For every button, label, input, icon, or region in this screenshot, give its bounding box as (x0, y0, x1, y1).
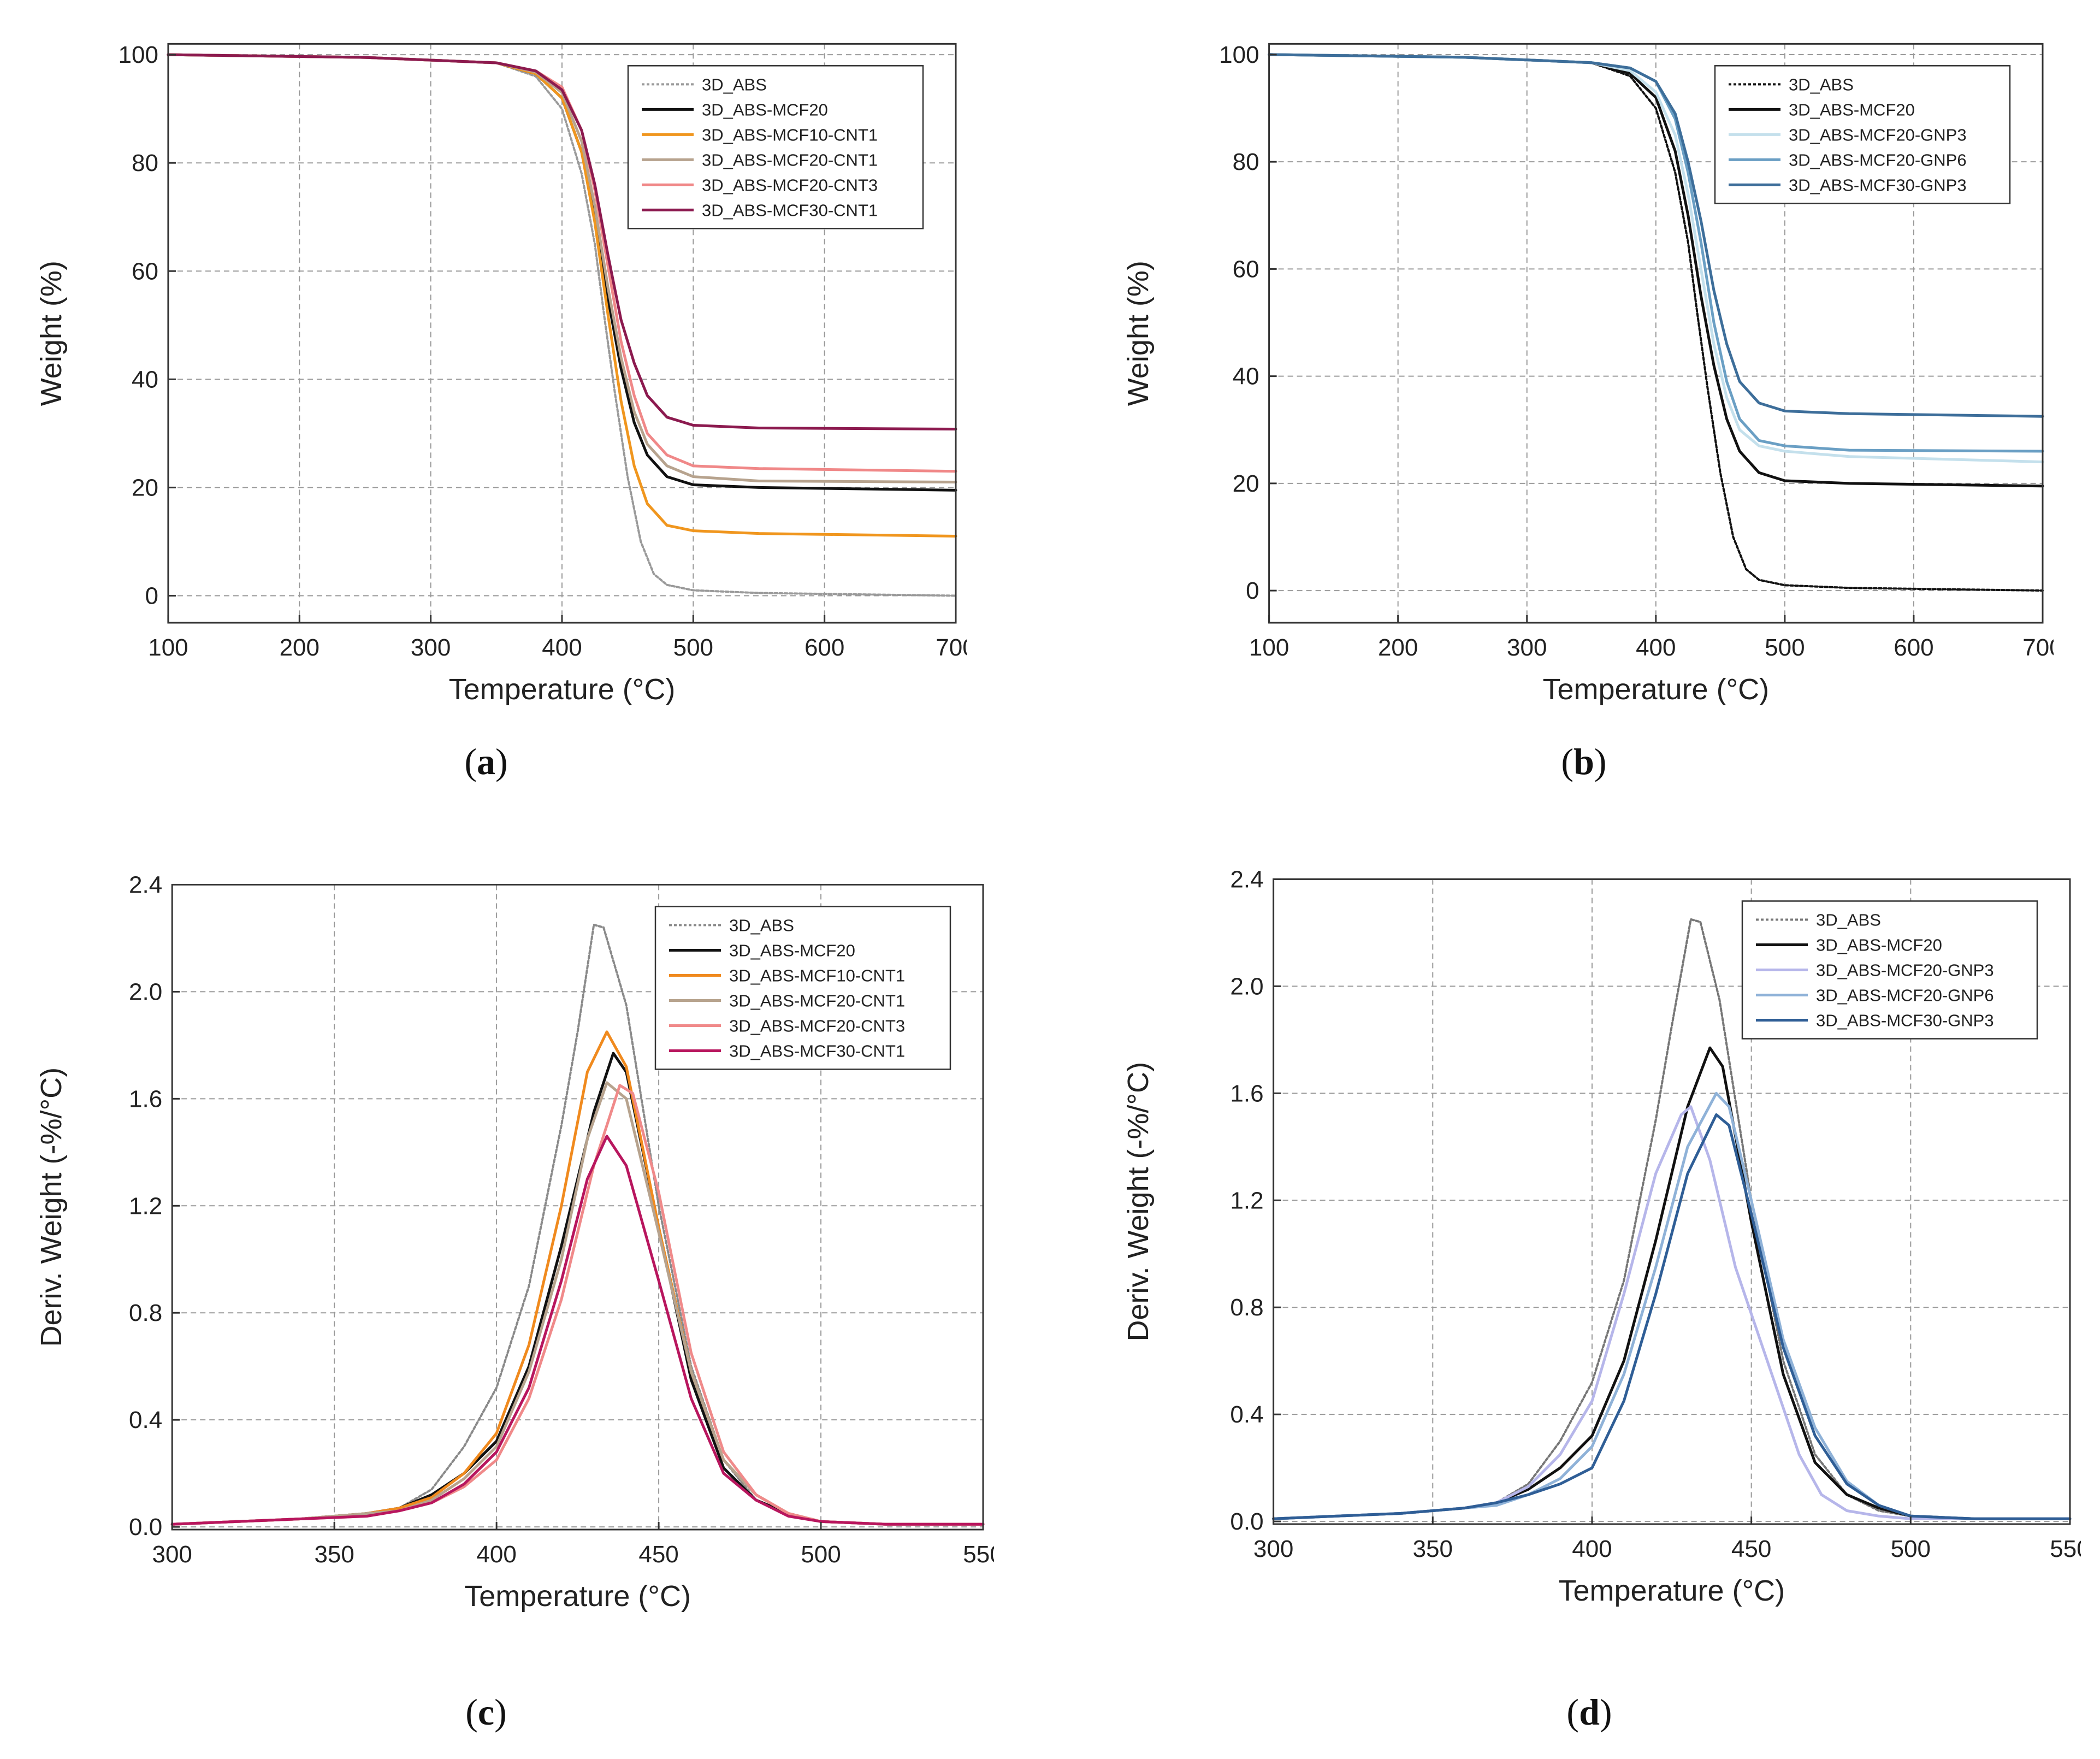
pd-x-tick-label-5: 550 (2050, 1536, 2081, 1562)
pb-x-tick-label-3: 400 (1636, 634, 1676, 661)
pb-y-tick-label-4: 80 (1233, 149, 1259, 175)
pb-x-tick-label-0: 100 (1249, 634, 1289, 661)
pb-y-tick-label-2: 40 (1233, 363, 1259, 390)
pc-x-tick-label-3: 450 (638, 1541, 678, 1568)
pb-x-axis-title: Temperature (°C) (1542, 673, 1769, 706)
caption-a: (a) (464, 741, 508, 782)
pb-y-tick-label-0: 0 (1246, 577, 1259, 604)
pa-legend-label-1: 3D_ABS-MCF20 (702, 100, 828, 119)
pa-x-tick-label-4: 500 (673, 634, 713, 661)
pa-legend-label-0: 3D_ABS (702, 75, 767, 94)
pb-x-tick-label-1: 200 (1378, 634, 1418, 661)
pa-x-tick-label-3: 400 (542, 634, 582, 661)
pd-series-line-4 (1272, 1113, 2072, 1520)
pc-y-tick-label-1: 0.4 (129, 1407, 162, 1433)
pd-y-tick-label-4: 1.6 (1230, 1080, 1263, 1107)
pa-legend-label-5: 3D_ABS-MCF30-CNT1 (702, 200, 878, 220)
pd-y-tick-label-3: 1.2 (1230, 1187, 1263, 1214)
pc-x-tick-label-5: 550 (963, 1541, 994, 1568)
pd-x-tick-label-2: 400 (1572, 1536, 1612, 1562)
pb-x-tick-label-2: 300 (1507, 634, 1547, 661)
pc-x-tick-label-1: 350 (314, 1541, 354, 1568)
pb-x-tick-label-6: 700 (2022, 634, 2054, 661)
caption-d: (d) (1566, 1691, 1612, 1733)
pc-legend-label-0: 3D_ABS (729, 916, 794, 935)
pd-y-axis-title: Deriv. Weight (-%/°C) (1122, 1062, 1155, 1342)
pc-legend-label-3: 3D_ABS-MCF20-CNT1 (729, 991, 905, 1010)
pa-x-tick-label-2: 300 (411, 634, 451, 661)
pa-y-tick-label-1: 20 (132, 474, 158, 501)
pd-x-tick-label-4: 500 (1891, 1536, 1931, 1562)
pc-axes-frame (171, 883, 984, 1531)
pb-y-tick-label-3: 60 (1233, 256, 1259, 282)
pb-y-tick-label-5: 100 (1219, 42, 1259, 68)
pd-legend-label-0: 3D_ABS (1816, 910, 1881, 929)
pc-y-axis-title: Deriv. Weight (-%/°C) (35, 1067, 68, 1347)
pc-x-axis-title: Temperature (°C) (464, 1580, 691, 1613)
pa-y-tick-label-2: 40 (132, 366, 158, 393)
pd-legend-label-3: 3D_ABS-MCF20-GNP6 (1816, 985, 1994, 1005)
pd-y-tick-label-1: 0.4 (1230, 1401, 1263, 1428)
pa-legend-label-3: 3D_ABS-MCF20-CNT1 (702, 150, 878, 169)
pc-y-tick-label-0: 0.0 (129, 1514, 162, 1540)
pa-y-tick-label-5: 100 (119, 42, 158, 68)
pb-legend-label-0: 3D_ABS (1789, 75, 1854, 94)
pa-legend-label-2: 3D_ABS-MCF10-CNT1 (702, 125, 878, 144)
pd-x-axis-title: Temperature (°C) (1558, 1574, 1785, 1607)
pa-y-tick-label-0: 0 (145, 582, 158, 609)
pd-axes-frame (1273, 878, 2071, 1525)
pc-y-tick-label-3: 1.2 (129, 1193, 162, 1219)
pc-y-tick-label-6: 2.4 (129, 874, 162, 898)
pd-y-tick-label-5: 2.0 (1230, 973, 1263, 1000)
pc-legend-label-1: 3D_ABS-MCF20 (729, 941, 855, 960)
pb-y-axis-title: Weight (%) (1122, 261, 1155, 406)
pd-x-tick-label-3: 450 (1731, 1536, 1771, 1562)
pc-series-line-5 (170, 1135, 985, 1526)
chart-panel-b: 100 200 300 400 500 600 700 0 20 40 60 80 100 Tempera… (1122, 42, 2054, 706)
caption-c: (c) (465, 1691, 507, 1733)
chart-panel-c: 300 350 400 450 500 550 0.0 0.4 0.8 1.2 1.6 2.0 2.4 T… (35, 874, 994, 1613)
pa-x-tick-label-6: 700 (936, 634, 967, 661)
pc-legend-label-4: 3D_ABS-MCF20-CNT3 (729, 1016, 905, 1035)
pa-y-tick-label-4: 80 (132, 150, 158, 176)
pc-y-tick-label-5: 2.0 (129, 978, 162, 1005)
pc-x-tick-label-2: 400 (476, 1541, 516, 1568)
pb-legend-label-2: 3D_ABS-MCF20-GNP3 (1789, 125, 1967, 144)
caption-b: (b) (1561, 741, 1607, 782)
pb-legend-label-1: 3D_ABS-MCF20 (1789, 100, 1915, 119)
pb-legend-label-3: 3D_ABS-MCF20-GNP6 (1789, 150, 1967, 169)
pa-x-tick-label-1: 200 (280, 634, 320, 661)
pd-y-tick-label-0: 0.0 (1230, 1508, 1263, 1535)
pb-x-tick-label-4: 500 (1765, 634, 1805, 661)
pa-y-tick-label-3: 60 (132, 258, 158, 285)
pd-x-tick-label-1: 350 (1413, 1536, 1453, 1562)
chart-panel-a: 100 200 300 400 500 600 700 0 20 40 60 80 100 Tempera… (35, 42, 967, 706)
pc-x-tick-label-4: 500 (801, 1541, 841, 1568)
pa-x-tick-label-0: 100 (148, 634, 188, 661)
pd-legend-label-2: 3D_ABS-MCF20-GNP3 (1816, 960, 1994, 979)
pc-x-tick-label-0: 300 (152, 1541, 192, 1568)
pa-x-axis-title: Temperature (°C) (449, 673, 676, 706)
pd-legend-label-1: 3D_ABS-MCF20 (1816, 935, 1942, 954)
pc-legend-box (654, 906, 951, 1070)
pd-legend-label-4: 3D_ABS-MCF30-GNP3 (1816, 1011, 1994, 1030)
pd-y-tick-label-6: 2.4 (1230, 869, 1263, 893)
pa-legend-box (627, 65, 924, 229)
pa-x-tick-label-5: 600 (804, 634, 844, 661)
pa-y-axis-title: Weight (%) (35, 261, 68, 406)
pb-legend-label-4: 3D_ABS-MCF30-GNP3 (1789, 175, 1967, 194)
pd-y-tick-label-2: 0.8 (1230, 1294, 1263, 1321)
pc-legend-label-5: 3D_ABS-MCF30-CNT1 (729, 1041, 905, 1060)
pb-y-tick-label-1: 20 (1233, 470, 1259, 497)
chart-panel-d: 300 350 400 450 500 550 0.0 0.4 0.8 1.2 1.6 2.0 2.4 T… (1122, 869, 2081, 1607)
pb-x-tick-label-5: 600 (1894, 634, 1933, 661)
pa-series-line-5 (167, 53, 957, 430)
pa-legend-label-4: 3D_ABS-MCF20-CNT3 (702, 175, 878, 194)
pc-y-tick-label-4: 1.6 (129, 1085, 162, 1112)
pd-x-tick-label-0: 300 (1253, 1536, 1293, 1562)
pb-series-line-4 (1268, 53, 2044, 418)
pc-legend-label-2: 3D_ABS-MCF10-CNT1 (729, 966, 905, 985)
pc-y-tick-label-2: 0.8 (129, 1300, 162, 1326)
